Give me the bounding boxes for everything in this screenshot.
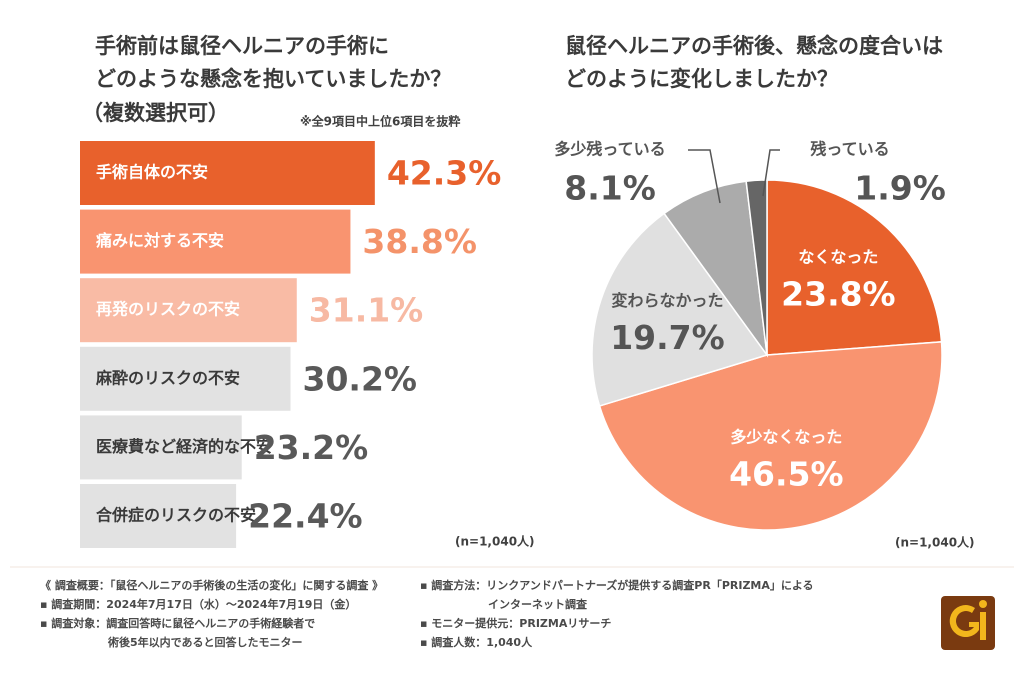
category-label: 手術自体の不安: [96, 163, 208, 182]
pie-slice: [598, 341, 943, 531]
footer-text: 《 調査概要：「鼠径ヘルニアの手術後の生活の変化」に関する調査 》: [40, 578, 383, 592]
value-label: 38.8%: [362, 222, 477, 261]
bar: [80, 346, 291, 411]
slice-category: なくなった: [798, 248, 878, 267]
slice-value: 19.7%: [610, 318, 725, 357]
category-label: 痛みに対する不安: [95, 231, 224, 250]
bar-title: 手術前は鼠径ヘルニアの手術に: [95, 34, 389, 58]
value-label: 42.3%: [387, 154, 502, 193]
pie-title: どのように変化しましたか？: [565, 67, 838, 91]
category-label: 再発のリスクの不安: [96, 300, 240, 319]
category-label: 麻酔のリスクの不安: [95, 368, 240, 387]
bar: [80, 484, 237, 548]
value-label: 30.2%: [302, 359, 417, 398]
slice-category: 多少なくなった: [730, 428, 842, 447]
sample-note: (n=1,040人): [895, 535, 975, 550]
footer-text: 術後5年以内であると回答したモニター: [107, 635, 303, 649]
value-label: 23.2%: [254, 428, 368, 467]
slice-category: 変わらなかった: [611, 291, 723, 310]
footer-text: ▪ 調査方法：リンクアンドパートナーズが提供する調査PR「PRIZMA」による: [420, 578, 814, 592]
pie-slice: [745, 179, 768, 356]
pie-slice: [766, 179, 943, 356]
footer-text: ▪ モニター提供元：PRIZMAリサーチ: [420, 616, 611, 630]
bar: [80, 415, 242, 480]
slice-value: 46.5%: [729, 455, 844, 494]
slice-value: 1.9%: [854, 169, 946, 208]
category-label: 医療費など経済的な不安: [96, 437, 272, 456]
value-label: 31.1%: [309, 291, 424, 330]
pie-title: 鼠径ヘルニアの手術後、懸念の度合いは: [565, 34, 943, 58]
footer-text: ▪ 調査人数：1,040人: [420, 635, 533, 649]
footer-text: インターネット調査: [488, 597, 587, 611]
logo: [941, 596, 995, 650]
value-label: 22.4%: [248, 497, 362, 536]
bar: [80, 141, 375, 205]
leader-line: [688, 149, 721, 204]
footer-text: ▪ 調査期間：2024年7月17日（水）～2024年7月19日（金）: [40, 597, 356, 611]
slice-category: 残っている: [810, 140, 889, 159]
bar-title: （複数選択可）: [82, 101, 229, 125]
bar-title: どのような懸念を抱いていましたか？: [95, 67, 451, 91]
pie-slice: [663, 180, 769, 358]
sample-note: (n=1,040人): [455, 534, 535, 549]
slice-value: 23.8%: [781, 275, 896, 314]
category-label: 合併症のリスクの不安: [96, 506, 256, 525]
slice-category: 多少残っている: [554, 140, 665, 159]
bar: [80, 278, 297, 343]
footer-text: ▪ 調査対象：調査回答時に鼠径ヘルニアの手術経験者で: [40, 616, 315, 630]
bar: [80, 209, 351, 274]
pie-slice: [591, 212, 769, 407]
leader-line: [762, 149, 780, 197]
slice-value: 8.1%: [564, 169, 656, 208]
bar-note: ※全9項目中上位6項目を抜粋: [300, 114, 460, 129]
